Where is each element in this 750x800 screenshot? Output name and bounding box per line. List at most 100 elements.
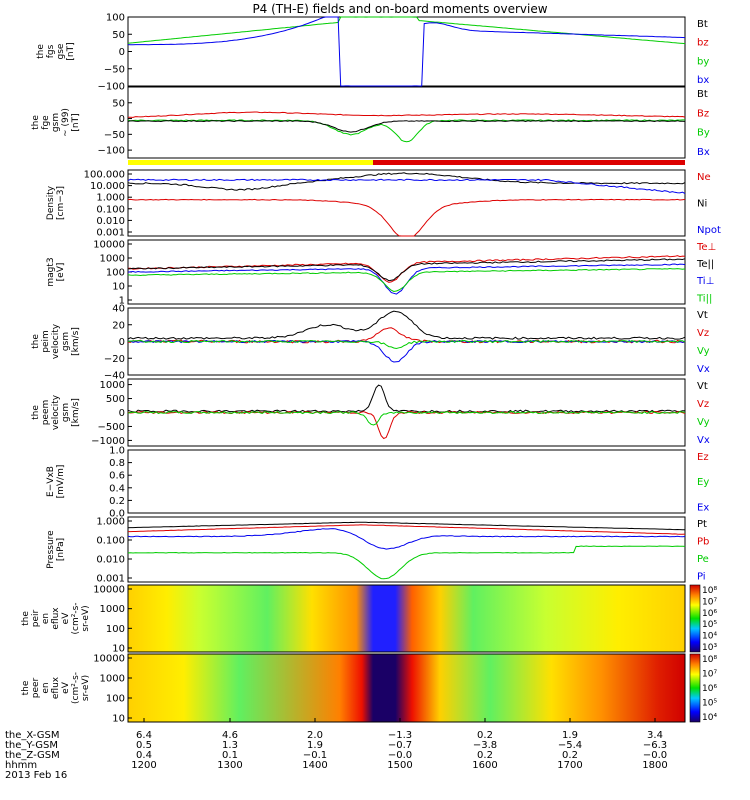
tick-pressure-2: 0.010 [96, 555, 125, 566]
ephem-value-3-1: 1300 [217, 760, 242, 771]
ylabel-vel_peim: thepeimvelocitygsm[km/s] [31, 323, 81, 359]
legend-pressure-1: Pb [697, 536, 709, 547]
ylabel-temp: magt3[eV] [46, 257, 66, 286]
legend-vel_peim-3: Vx [697, 364, 710, 375]
legend-vel_peim-1: Vz [697, 328, 709, 339]
legend-efield-2: Ex [697, 502, 709, 513]
tick-vel_peem-4: −1000 [91, 436, 125, 447]
legend-fgs_gsm-2: By [697, 128, 710, 139]
colorbar-label-peir-1: 10⁷ [702, 597, 717, 607]
trace-te-par [127, 258, 686, 282]
trace-density-ne [127, 198, 686, 237]
legend-vel_peem-2: Vy [697, 417, 710, 428]
legend-fgs_gsm-1: Bz [697, 108, 709, 119]
trace-gsm-bz [127, 111, 686, 118]
ephem-value-1-1: 1.3 [222, 740, 238, 751]
tick-vel_peim-2: 0 [119, 337, 125, 348]
legend-fgs-1: bz [697, 38, 709, 49]
ephem-label-2: the_Z-GSM [5, 750, 60, 761]
tick-peer-1: 1000 [100, 674, 125, 685]
legend-fgs-0: Bt [697, 19, 708, 30]
ephem-value-3-3: 1500 [387, 760, 412, 771]
legend-temp-2: Ti⊥ [696, 276, 714, 287]
ephem-value-3-4: 1600 [472, 760, 497, 771]
colorbar-peir [689, 584, 701, 653]
trace-peim-vy [127, 339, 686, 350]
legend-pressure-2: Pe [697, 554, 709, 565]
ephem-value-2-2: −0.1 [303, 750, 327, 761]
panel-frame-fgs [127, 16, 686, 87]
tick-density-2: 1.000 [96, 193, 125, 204]
legend-pressure-3: Pi [697, 571, 706, 582]
ephem-value-3-2: 1400 [302, 760, 327, 771]
trace-density-ni [127, 172, 686, 191]
tick-efield-2: 0.6 [109, 471, 125, 482]
tick-vel_peem-3: −500 [98, 422, 125, 433]
colorbar-label-peer-3: 10⁵ [702, 699, 717, 709]
tick-efield-0: 1.0 [109, 446, 125, 457]
tick-fgs_gsm-2: −50 [104, 130, 125, 141]
tick-temp-3: 10 [112, 282, 125, 293]
tick-vel_peim-1: 20 [112, 320, 125, 331]
legend-efield-0: Ez [697, 452, 709, 463]
tick-fgs-1: 50 [112, 30, 125, 41]
trace-gsm-by [127, 119, 685, 143]
tick-density-5: 0.001 [96, 228, 125, 239]
ephem-value-3-6: 1800 [642, 760, 667, 771]
tick-peir-3: 10 [112, 644, 125, 655]
tick-density-4: 0.010 [96, 216, 125, 227]
ephem-value-2-0: 0.4 [136, 750, 152, 761]
tick-fgs_gsm-1: 0 [119, 114, 125, 125]
tick-pressure-1: 0.100 [96, 536, 125, 547]
trace-pb [128, 524, 686, 535]
region-bar-2 [373, 160, 685, 165]
trace-peem-vz [127, 410, 686, 440]
trace-fgs-by [127, 16, 686, 45]
ephem-value-1-3: −0.7 [388, 740, 412, 751]
trace-density-npot [127, 178, 686, 195]
tick-peir-1: 1000 [100, 604, 125, 615]
ephem-value-1-0: 0.5 [136, 740, 152, 751]
tick-density-0: 100.000 [84, 170, 125, 181]
colorbar-label-peir-2: 10⁶ [702, 609, 717, 619]
ephem-label-3: hhmm [5, 760, 37, 771]
legend-density-2: Npot [697, 225, 721, 236]
tick-vel_peim-3: −20 [104, 354, 125, 365]
tick-vel_peem-0: 1000 [100, 380, 125, 391]
tick-pressure-3: 0.001 [96, 574, 125, 585]
trace-pi [127, 528, 686, 550]
ephem-value-0-2: 2.0 [307, 730, 323, 741]
trace-peim-vx [127, 339, 686, 363]
tick-efield-5: 0.0 [109, 509, 125, 520]
legend-density-0: Ne [697, 172, 711, 183]
panel-frame-pressure [127, 516, 686, 583]
tick-peer-0: 10000 [93, 654, 125, 665]
tick-temp-1: 1000 [100, 254, 125, 265]
trace-pt [127, 521, 686, 531]
trace-peem-vy [127, 410, 686, 426]
ephem-value-1-5: −5.4 [558, 740, 582, 751]
ylabel-peer: thepeerenefluxeV(cm²-s-sr-eV) [21, 672, 91, 704]
panel-frame-fgs_gsm [127, 86, 686, 159]
ephem-value-2-4: 0.2 [477, 750, 493, 761]
trace-peem-vt [127, 384, 686, 413]
ylabel-pressure: Pressure[nPa] [46, 530, 66, 569]
legend-temp-3: Ti|| [696, 293, 712, 304]
tick-vel_peim-4: −40 [104, 371, 125, 382]
tick-vel_peim-0: 40 [112, 304, 125, 315]
tick-fgs_gsm-3: −100 [98, 146, 125, 157]
panel-frame-temp [127, 239, 686, 305]
ephem-value-0-6: 3.4 [647, 730, 663, 741]
ephem-label-0: the_X-GSM [5, 730, 59, 741]
legend-fgs_gsm-0: Bt [697, 89, 708, 100]
colorbar-label-peer-2: 10⁶ [702, 684, 717, 694]
legend-vel_peim-2: Vy [697, 346, 710, 357]
tick-temp-2: 100 [106, 268, 125, 279]
ylabel-efield: E−VxB[mV/m] [46, 465, 66, 499]
region-bar-1 [128, 160, 373, 165]
tick-fgs-0: 100 [106, 13, 125, 24]
colorbar-label-peir-3: 10⁵ [702, 620, 717, 630]
ylabel-vel_peem: thepeemvelocitygsm[km/s] [31, 394, 81, 430]
panel-frame-peer [127, 653, 686, 723]
